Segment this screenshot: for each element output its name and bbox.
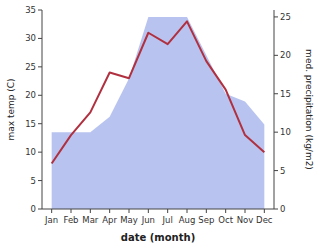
y-tick-label: 35 [25, 5, 36, 15]
y-tick-label: 15 [25, 119, 36, 129]
y2-tick [274, 132, 278, 133]
y-tick-label: 25 [25, 62, 36, 72]
x-tick-label: Jan [44, 215, 58, 225]
y2-tick-label: 25 [280, 12, 291, 22]
x-axis-line [42, 209, 274, 210]
x-tick [90, 209, 91, 213]
x-tick-label: Nov [237, 215, 254, 225]
y2-tick [274, 55, 278, 56]
x-tick [129, 209, 130, 213]
x-tick-label: Jul [162, 215, 173, 225]
y-axis-label: max temp (C) [6, 78, 16, 140]
y-tick-label: 10 [25, 147, 36, 157]
chart: 051015202530350510152025JanFebMarAprMayJ… [0, 0, 318, 247]
y2-axis-line [274, 10, 275, 209]
x-axis-label: date (month) [121, 232, 195, 243]
x-tick [245, 209, 246, 213]
x-tick-label: Feb [63, 215, 78, 225]
y-tick [38, 180, 42, 181]
y2-tick-label: 5 [280, 166, 285, 176]
x-tick-label: Mar [82, 215, 99, 225]
y2-tick [274, 170, 278, 171]
x-tick-label: Oct [218, 215, 233, 225]
y-axis-line [42, 10, 43, 209]
y-tick [38, 209, 42, 210]
x-tick-label: Aug [179, 215, 196, 225]
y-tick-label: 30 [25, 33, 36, 43]
x-tick [148, 209, 149, 213]
y-tick-label: 20 [25, 90, 36, 100]
x-tick-label: May [120, 215, 138, 225]
y2-tick-label: 20 [280, 50, 291, 60]
y-tick-label: 5 [31, 176, 36, 186]
area [52, 17, 265, 209]
x-tick-label: Dec [256, 215, 273, 225]
y-tick-label: 0 [31, 204, 36, 214]
y-tick [38, 66, 42, 67]
y2-tick-label: 15 [280, 89, 291, 99]
x-tick [206, 209, 207, 213]
x-tick [51, 209, 52, 213]
y2-tick-label: 0 [280, 204, 285, 214]
plot-area [52, 17, 265, 209]
x-tick-label: Jun [141, 215, 155, 225]
line [52, 21, 265, 163]
x-tick [71, 209, 72, 213]
y-tick [38, 95, 42, 96]
y-tick [38, 10, 42, 11]
y2-tick [274, 16, 278, 17]
x-tick [187, 209, 188, 213]
x-tick [167, 209, 168, 213]
y-tick [38, 152, 42, 153]
x-tick [264, 209, 265, 213]
x-tick-label: Apr [102, 215, 117, 225]
y2-tick-label: 10 [280, 127, 291, 137]
y2-tick [274, 93, 278, 94]
x-tick [225, 209, 226, 213]
y-tick [38, 38, 42, 39]
y2-axis-label: med. precipitation (kg/m2) [304, 49, 314, 170]
y-tick [38, 123, 42, 124]
x-tick-label: Sep [198, 215, 214, 225]
x-tick [109, 209, 110, 213]
y2-tick [274, 209, 278, 210]
